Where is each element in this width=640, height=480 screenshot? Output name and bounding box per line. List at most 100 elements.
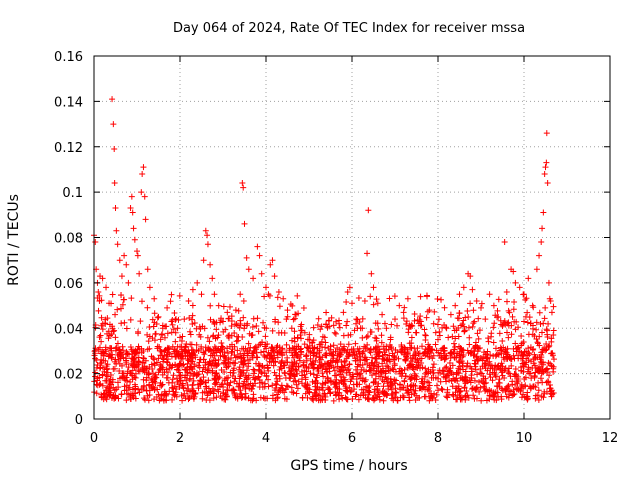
data-point [403, 387, 410, 394]
data-point [161, 334, 168, 341]
data-point [452, 335, 459, 342]
data-point [498, 360, 505, 367]
data-point-peak [422, 332, 429, 339]
data-point [142, 357, 149, 364]
data-point [446, 367, 453, 374]
data-point [382, 391, 389, 398]
data-point [450, 323, 457, 330]
data-point [529, 346, 536, 353]
data-point [346, 349, 353, 356]
data-point-peak [456, 291, 463, 298]
data-point [255, 328, 262, 335]
data-point [432, 396, 439, 403]
data-point-peak [469, 286, 476, 293]
data-point [499, 372, 506, 379]
data-point-peak [510, 268, 517, 275]
data-point-peak [327, 343, 334, 350]
data-point [348, 376, 355, 383]
data-point [392, 346, 399, 353]
data-point-peak [478, 304, 484, 311]
data-point [454, 369, 461, 376]
data-point [209, 385, 216, 392]
data-point [129, 367, 136, 374]
data-point [352, 355, 359, 362]
data-point [210, 332, 217, 339]
data-point [178, 392, 185, 399]
data-point [547, 390, 554, 397]
data-point [327, 359, 334, 366]
data-point [463, 387, 470, 394]
data-point [546, 342, 553, 349]
data-point [400, 315, 407, 322]
data-point [374, 320, 381, 327]
data-point [232, 375, 239, 382]
data-point [132, 370, 139, 377]
data-point-peak [501, 239, 508, 246]
data-point [240, 297, 247, 304]
data-point [301, 329, 308, 336]
data-point [118, 362, 125, 369]
data-point [374, 385, 381, 392]
data-point [498, 396, 505, 403]
data-point [381, 378, 388, 385]
data-point [367, 362, 374, 369]
data-point-peak [121, 252, 128, 259]
data-point [533, 326, 540, 333]
data-point [213, 394, 220, 401]
data-point [486, 371, 493, 378]
data-point [451, 346, 458, 353]
data-point-peak [99, 275, 106, 282]
data-point [314, 321, 321, 328]
data-point [146, 323, 153, 330]
data-point [471, 347, 478, 354]
data-point [317, 397, 324, 404]
data-point [401, 304, 408, 311]
data-point [220, 359, 227, 366]
data-point-peak [443, 325, 450, 332]
data-point [545, 379, 552, 386]
data-point [302, 374, 309, 381]
data-point [278, 359, 285, 366]
data-point [136, 368, 143, 375]
data-point [249, 397, 256, 404]
data-point-peak [118, 273, 125, 280]
data-point [548, 335, 555, 342]
data-point [170, 372, 177, 379]
data-point [249, 354, 256, 361]
data-point-peak [525, 275, 532, 282]
data-point-peak [92, 239, 99, 246]
data-point [298, 380, 305, 387]
y-axis-label: ROTI / TECUs [6, 194, 22, 286]
data-point-peak [142, 216, 149, 223]
data-point [169, 321, 176, 328]
data-point [172, 347, 179, 354]
data-point [401, 349, 408, 356]
data-point [215, 360, 222, 367]
data-point [333, 318, 340, 325]
data-point [212, 375, 219, 382]
data-point [205, 361, 212, 368]
data-point [333, 383, 340, 390]
data-point [503, 298, 510, 305]
data-point [213, 326, 220, 333]
data-point [189, 302, 196, 309]
data-point [123, 357, 130, 364]
data-point [354, 381, 361, 388]
data-point [476, 388, 483, 395]
data-point [301, 367, 308, 374]
data-point [360, 348, 367, 355]
data-point [108, 381, 115, 388]
data-point [261, 380, 268, 387]
data-point [300, 359, 307, 366]
data-point [355, 348, 362, 355]
data-point [257, 341, 264, 348]
data-point [273, 391, 280, 398]
data-point [168, 364, 175, 371]
data-point [340, 332, 347, 339]
data-point-peak [297, 332, 304, 339]
data-point [436, 332, 443, 339]
data-point [258, 370, 265, 377]
data-point [306, 331, 313, 338]
data-point [291, 335, 298, 342]
data-point [104, 315, 111, 322]
